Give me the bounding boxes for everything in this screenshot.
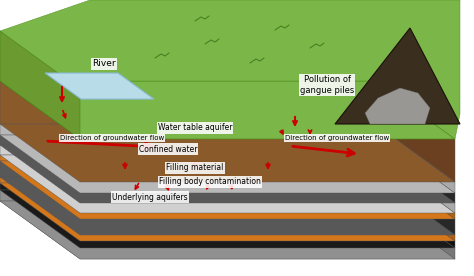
Text: Filling body contamination: Filling body contamination (159, 177, 261, 187)
Text: Direction of groundwater flow: Direction of groundwater flow (60, 135, 164, 141)
Polygon shape (375, 201, 455, 259)
Polygon shape (375, 190, 455, 259)
Text: River: River (92, 60, 116, 68)
Polygon shape (45, 73, 154, 99)
Polygon shape (375, 145, 455, 213)
Polygon shape (375, 183, 455, 248)
Polygon shape (0, 155, 375, 161)
Polygon shape (0, 81, 375, 124)
Polygon shape (375, 124, 455, 193)
Polygon shape (0, 183, 375, 190)
Text: Confined water: Confined water (139, 145, 197, 153)
Polygon shape (375, 177, 455, 241)
Polygon shape (0, 190, 455, 248)
Polygon shape (0, 177, 455, 235)
Polygon shape (0, 124, 455, 182)
Polygon shape (0, 145, 375, 155)
Text: Filling material: Filling material (166, 163, 224, 172)
Polygon shape (0, 190, 375, 201)
Text: Water table aquifer: Water table aquifer (158, 123, 232, 132)
Polygon shape (0, 0, 460, 139)
Polygon shape (375, 155, 455, 219)
Polygon shape (375, 161, 455, 235)
Polygon shape (0, 124, 375, 135)
Polygon shape (0, 135, 375, 145)
Text: Direction of groundwater flow: Direction of groundwater flow (285, 135, 389, 141)
Text: Pollution of
gangue piles: Pollution of gangue piles (300, 75, 354, 95)
Polygon shape (0, 145, 455, 203)
Polygon shape (365, 88, 430, 124)
Polygon shape (0, 183, 455, 241)
Polygon shape (0, 201, 455, 259)
Polygon shape (0, 161, 375, 177)
Polygon shape (0, 155, 455, 213)
Polygon shape (375, 81, 455, 182)
Polygon shape (335, 28, 460, 124)
Polygon shape (375, 135, 455, 203)
Polygon shape (0, 161, 455, 219)
Polygon shape (0, 135, 455, 193)
Polygon shape (0, 201, 455, 259)
Polygon shape (0, 177, 375, 183)
Text: Underlying aquifers: Underlying aquifers (112, 192, 188, 201)
Polygon shape (0, 81, 455, 139)
Polygon shape (0, 31, 80, 139)
Polygon shape (0, 190, 455, 248)
